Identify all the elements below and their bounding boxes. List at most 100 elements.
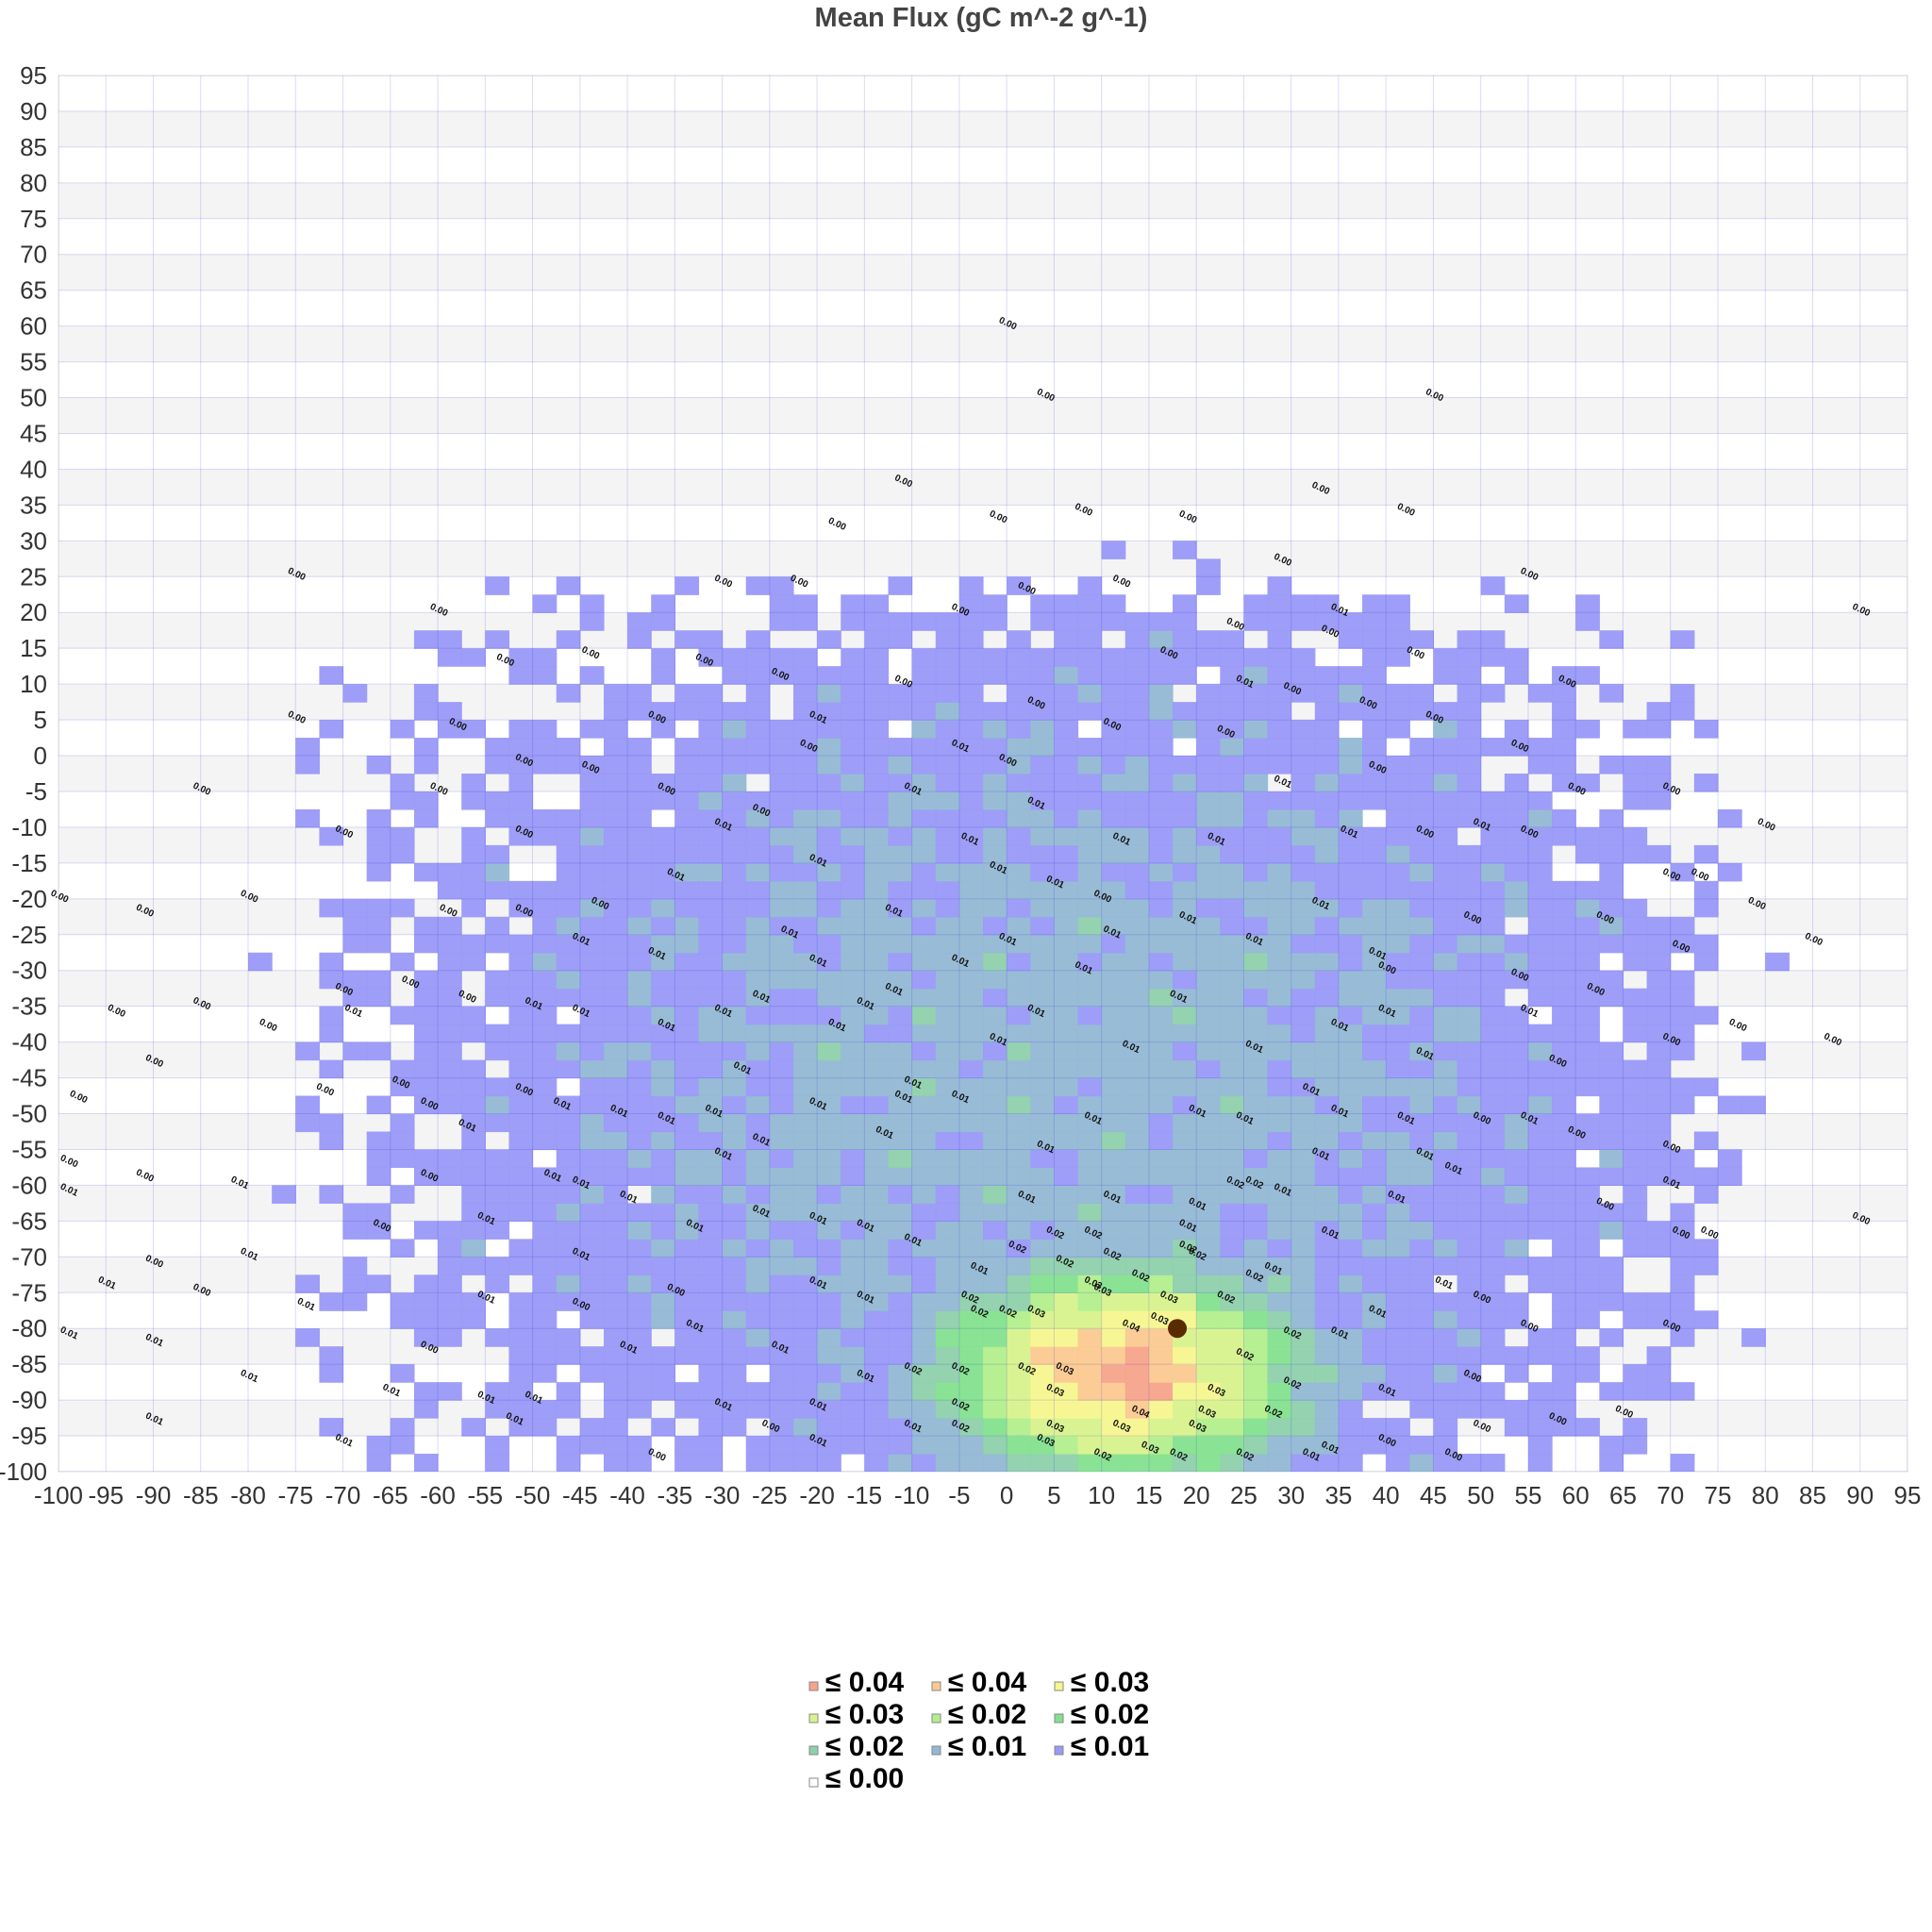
contour-cell <box>1646 702 1672 721</box>
contour-cell <box>1007 934 1031 954</box>
contour-cell <box>1148 1418 1174 1437</box>
contour-cell <box>792 1185 818 1204</box>
contour-cell <box>817 756 841 774</box>
x-tick-label: -70 <box>325 1481 361 1509</box>
contour-cell <box>579 1257 605 1275</box>
contour-cell <box>532 808 558 828</box>
contour-cell <box>841 791 865 810</box>
contour-cell <box>1054 684 1079 703</box>
contour-cell <box>1693 774 1719 792</box>
contour-cell <box>1386 1113 1410 1133</box>
contour-cell <box>1243 898 1269 918</box>
contour-cell <box>1243 1292 1269 1311</box>
contour-cell <box>1196 952 1221 972</box>
contour-cell <box>1527 934 1553 954</box>
contour-cell <box>1314 1006 1340 1025</box>
contour-cell <box>864 594 890 613</box>
contour-cell <box>983 1203 1008 1222</box>
contour-cell <box>1291 826 1316 846</box>
contour-cell <box>1693 1077 1719 1097</box>
contour-cell <box>556 1149 581 1169</box>
contour-cell <box>532 1024 558 1043</box>
contour-cell <box>1338 1418 1363 1437</box>
contour-cell <box>792 1095 818 1115</box>
contour-cell <box>627 630 652 649</box>
contour-cell <box>390 774 415 792</box>
contour-cell <box>366 934 391 954</box>
y-tick-label: -20 <box>11 885 47 913</box>
contour-cell <box>603 1239 628 1257</box>
contour-cell <box>390 1077 415 1097</box>
contour-cell <box>1243 1006 1269 1025</box>
contour-cell <box>1196 1131 1221 1151</box>
contour-cell <box>792 594 818 613</box>
contour-cell <box>651 1418 675 1437</box>
contour-cell <box>1007 916 1031 936</box>
contour-cell <box>935 1292 960 1311</box>
contour-cell <box>1007 1382 1031 1401</box>
contour-cell <box>1623 1006 1648 1025</box>
contour-cell <box>722 666 747 685</box>
contour-cell <box>651 720 675 739</box>
contour-cell <box>1101 1167 1126 1187</box>
contour-cell <box>603 1185 628 1204</box>
contour-cell <box>1386 970 1410 990</box>
contour-cell <box>1148 630 1174 649</box>
contour-cell <box>1030 970 1055 990</box>
contour-cell <box>792 1149 818 1169</box>
contour-cell <box>1338 1041 1363 1061</box>
contour-cell <box>1386 1167 1410 1187</box>
contour-cell <box>888 1454 913 1472</box>
contour-cell <box>888 1328 913 1347</box>
contour-cell <box>888 1059 913 1079</box>
contour-cell <box>1007 952 1031 972</box>
contour-cell <box>792 648 818 667</box>
contour-cell <box>983 720 1008 739</box>
contour-cell <box>1741 1095 1766 1115</box>
contour-cell <box>1575 1185 1600 1204</box>
contour-cell <box>1243 916 1269 936</box>
contour-cell <box>1030 648 1055 667</box>
contour-cell <box>817 1382 841 1401</box>
contour-cell <box>1267 880 1292 900</box>
contour-cell <box>888 808 913 828</box>
contour-cell <box>1575 612 1600 631</box>
contour-cell <box>485 808 510 828</box>
contour-cell <box>1291 594 1316 613</box>
y-tick-label: -25 <box>11 921 47 949</box>
contour-cell <box>983 1024 1008 1043</box>
contour-cell <box>1504 862 1529 882</box>
contour-cell <box>1267 1024 1292 1043</box>
contour-cell <box>1599 808 1624 828</box>
contour-cell <box>1173 898 1197 918</box>
contour-cell <box>722 738 747 757</box>
contour-cell <box>366 988 391 1008</box>
contour-cell <box>1030 988 1055 1008</box>
contour-cell <box>485 791 510 810</box>
contour-cell <box>1007 630 1031 649</box>
contour-cell <box>1338 1185 1363 1204</box>
contour-cell <box>722 988 747 1008</box>
x-tick-label: 60 <box>1562 1481 1590 1509</box>
contour-cell <box>983 826 1008 846</box>
contour-cell <box>579 988 605 1008</box>
contour-cell <box>1646 844 1672 864</box>
contour-cell <box>745 1310 771 1329</box>
contour-cell <box>1409 1095 1435 1115</box>
contour-cell <box>769 862 794 882</box>
contour-cell <box>485 1077 510 1097</box>
contour-cell <box>817 1257 841 1275</box>
contour-cell <box>1670 1006 1695 1025</box>
contour-cell <box>1599 1077 1624 1097</box>
contour-cell <box>1480 684 1506 703</box>
contour-cell <box>319 1113 344 1133</box>
contour-cell <box>769 952 794 972</box>
contour-cell <box>1409 808 1435 828</box>
x-tick-label: 30 <box>1277 1481 1305 1509</box>
contour-cell <box>1670 970 1695 990</box>
y-tick-label: -70 <box>11 1242 47 1271</box>
contour-cell <box>1433 1364 1458 1383</box>
contour-cell <box>1504 934 1529 954</box>
contour-cell <box>627 1328 652 1347</box>
contour-cell <box>1409 1167 1435 1187</box>
